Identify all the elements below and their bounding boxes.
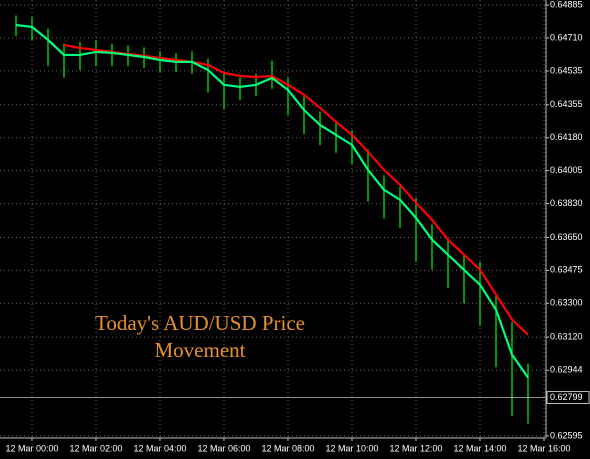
y-tick-label: 0.63475: [550, 265, 583, 275]
y-tick-label: 0.63300: [550, 298, 583, 308]
last-price-label: 0.62799: [550, 392, 583, 402]
y-tick-label: 0.63650: [550, 232, 583, 242]
chart-title: Today's AUD/USD Price: [95, 311, 305, 335]
x-tick-label: 12 Mar 10:00: [325, 443, 378, 453]
moving-average-line: [15, 23, 529, 379]
chart-title: Movement: [155, 338, 246, 362]
y-tick-label: 0.62595: [550, 430, 583, 440]
y-tick-label: 0.64710: [550, 32, 583, 42]
x-tick-label: 12 Mar 08:00: [261, 443, 314, 453]
x-tick-label: 12 Mar 02:00: [69, 443, 122, 453]
y-tick-label: 0.64180: [550, 132, 583, 142]
y-tick-label: 0.64355: [550, 99, 583, 109]
x-tick-label: 12 Mar 16:00: [517, 443, 570, 453]
y-tick-label: 0.63120: [550, 332, 583, 342]
moving-average-line: [63, 43, 529, 336]
y-tick-label: 0.64005: [550, 165, 583, 175]
y-tick-label: 0.63830: [550, 198, 583, 208]
y-tick-label: 0.64535: [550, 65, 583, 75]
last-price-box: [546, 391, 590, 405]
x-tick-label: 12 Mar 14:00: [453, 443, 506, 453]
y-tick-label: 0.62944: [550, 365, 583, 375]
y-tick-label: 0.64885: [550, 0, 583, 9]
x-tick-label: 12 Mar 04:00: [133, 443, 186, 453]
x-tick-label: 12 Mar 06:00: [197, 443, 250, 453]
x-tick-label: 12 Mar 00:00: [5, 443, 58, 453]
x-tick-label: 12 Mar 12:00: [389, 443, 442, 453]
